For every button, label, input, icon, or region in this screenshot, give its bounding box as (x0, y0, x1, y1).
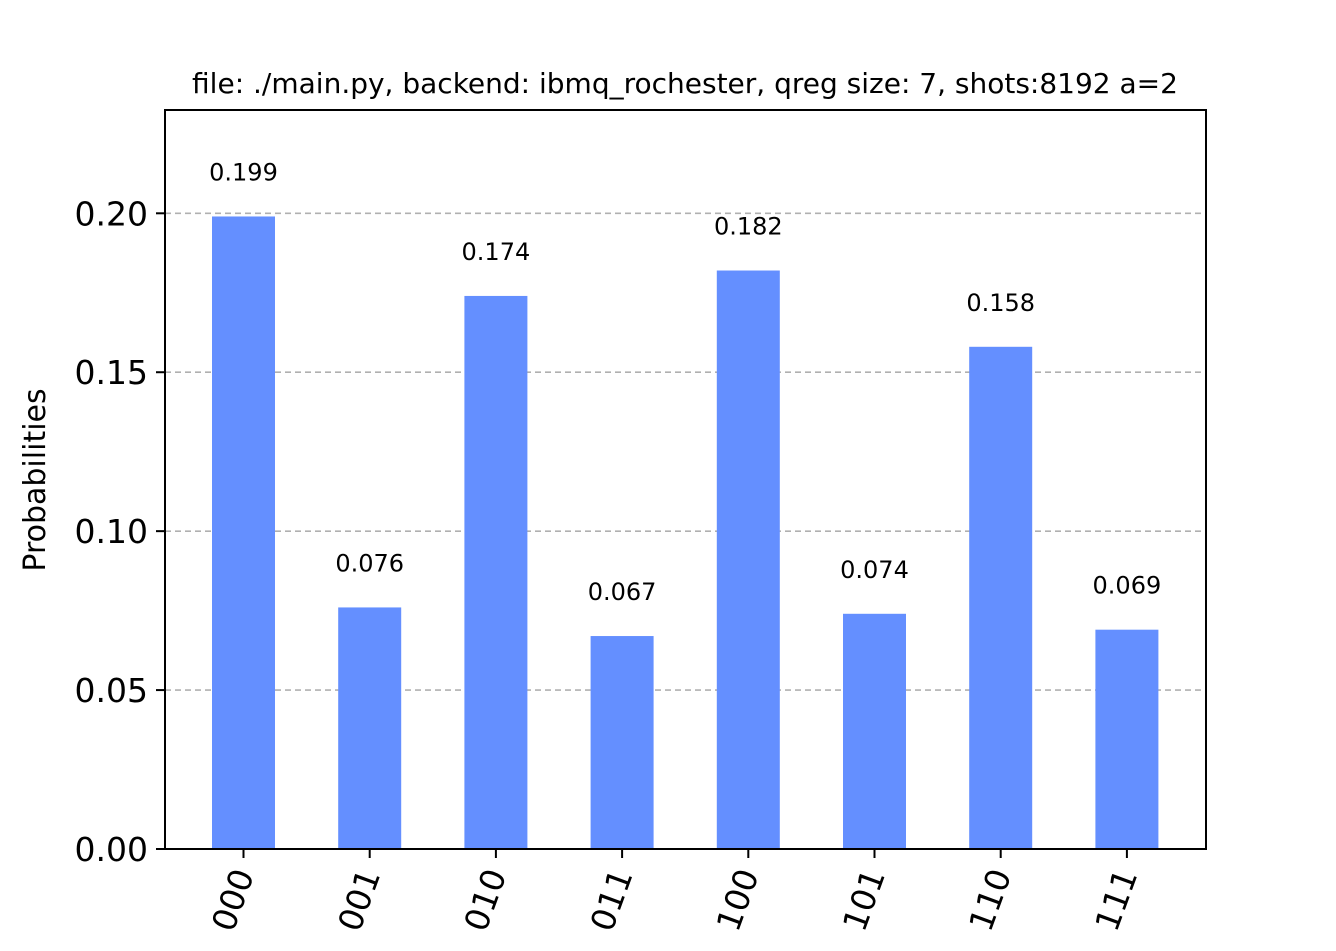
bar-111 (1095, 629, 1159, 849)
bar-value-label: 0.067 (588, 578, 657, 606)
bar-value-label: 0.174 (462, 238, 531, 266)
y-tick-label: 0.00 (75, 830, 148, 869)
bar-010 (464, 295, 528, 850)
y-tick-label: 0.20 (75, 194, 148, 233)
y-axis-ticks: 0.00 0.05 0.10 0.15 0.20 (75, 194, 165, 869)
bar-101 (843, 613, 906, 849)
bars (212, 216, 1159, 850)
y-tick-label: 0.15 (75, 353, 148, 392)
chart-title: file: ./main.py, backend: ibmq_rochester… (192, 67, 1178, 100)
bar-value-label: 0.182 (714, 213, 783, 241)
bar-value-label: 0.199 (209, 158, 278, 186)
bar-000 (212, 216, 275, 850)
y-tick-label: 0.05 (75, 671, 148, 710)
y-axis-label: Probabilities (18, 388, 53, 571)
bar-110 (969, 346, 1033, 849)
bar-100 (716, 270, 780, 849)
bar-value-label: 0.158 (966, 289, 1035, 317)
y-tick-label: 0.10 (75, 512, 148, 551)
bar-value-label: 0.074 (840, 556, 909, 584)
plot-area-frame (164, 109, 1207, 850)
bar-value-label: 0.076 (335, 549, 404, 577)
bar-001 (338, 607, 402, 849)
bar-value-labels: 0.199 0.076 0.174 0.067 0.182 0.074 0.158 0.069 (209, 158, 1161, 606)
bar-value-label: 0.069 (1093, 572, 1162, 600)
bar-011 (590, 636, 654, 849)
